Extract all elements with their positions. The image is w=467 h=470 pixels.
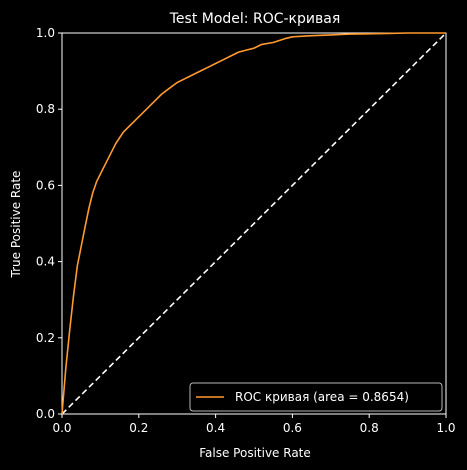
y-tick-label: 1.0 — [36, 26, 55, 40]
x-tick-label: 0.8 — [360, 421, 379, 435]
legend-label-roc: ROC кривая (area = 0.8654) — [235, 390, 409, 404]
y-tick-label: 0.2 — [36, 331, 55, 345]
roc-line — [61, 32, 446, 415]
plot-area — [61, 32, 447, 415]
y-axis-ticks: 0.0 0.2 0.4 0.6 0.8 1.0 — [36, 26, 62, 421]
y-tick-label: 0.4 — [36, 255, 55, 269]
y-tick-label: 0.0 — [36, 407, 55, 421]
x-tick-label: 0.2 — [129, 421, 148, 435]
x-tick-label: 0.4 — [206, 421, 225, 435]
y-tick-label: 0.6 — [36, 178, 55, 192]
roc-curve — [61, 32, 446, 415]
y-tick-label: 0.8 — [36, 102, 55, 116]
diagonal-reference-line — [61, 32, 447, 415]
x-tick-label: 0.6 — [283, 421, 302, 435]
y-axis-label: True Positive Rate — [9, 171, 23, 279]
x-tick-label: 0.0 — [52, 421, 71, 435]
diagonal-line — [61, 32, 447, 415]
x-axis-ticks: 0.0 0.2 0.4 0.6 0.8 1.0 — [52, 414, 456, 435]
chart-title: Test Model: ROC-кривая — [169, 11, 341, 27]
x-axis-label: False Positive Rate — [199, 446, 311, 460]
legend-box — [189, 382, 443, 412]
legend: ROC кривая (area = 0.8654) — [189, 382, 443, 412]
x-tick-label: 1.0 — [436, 421, 455, 435]
